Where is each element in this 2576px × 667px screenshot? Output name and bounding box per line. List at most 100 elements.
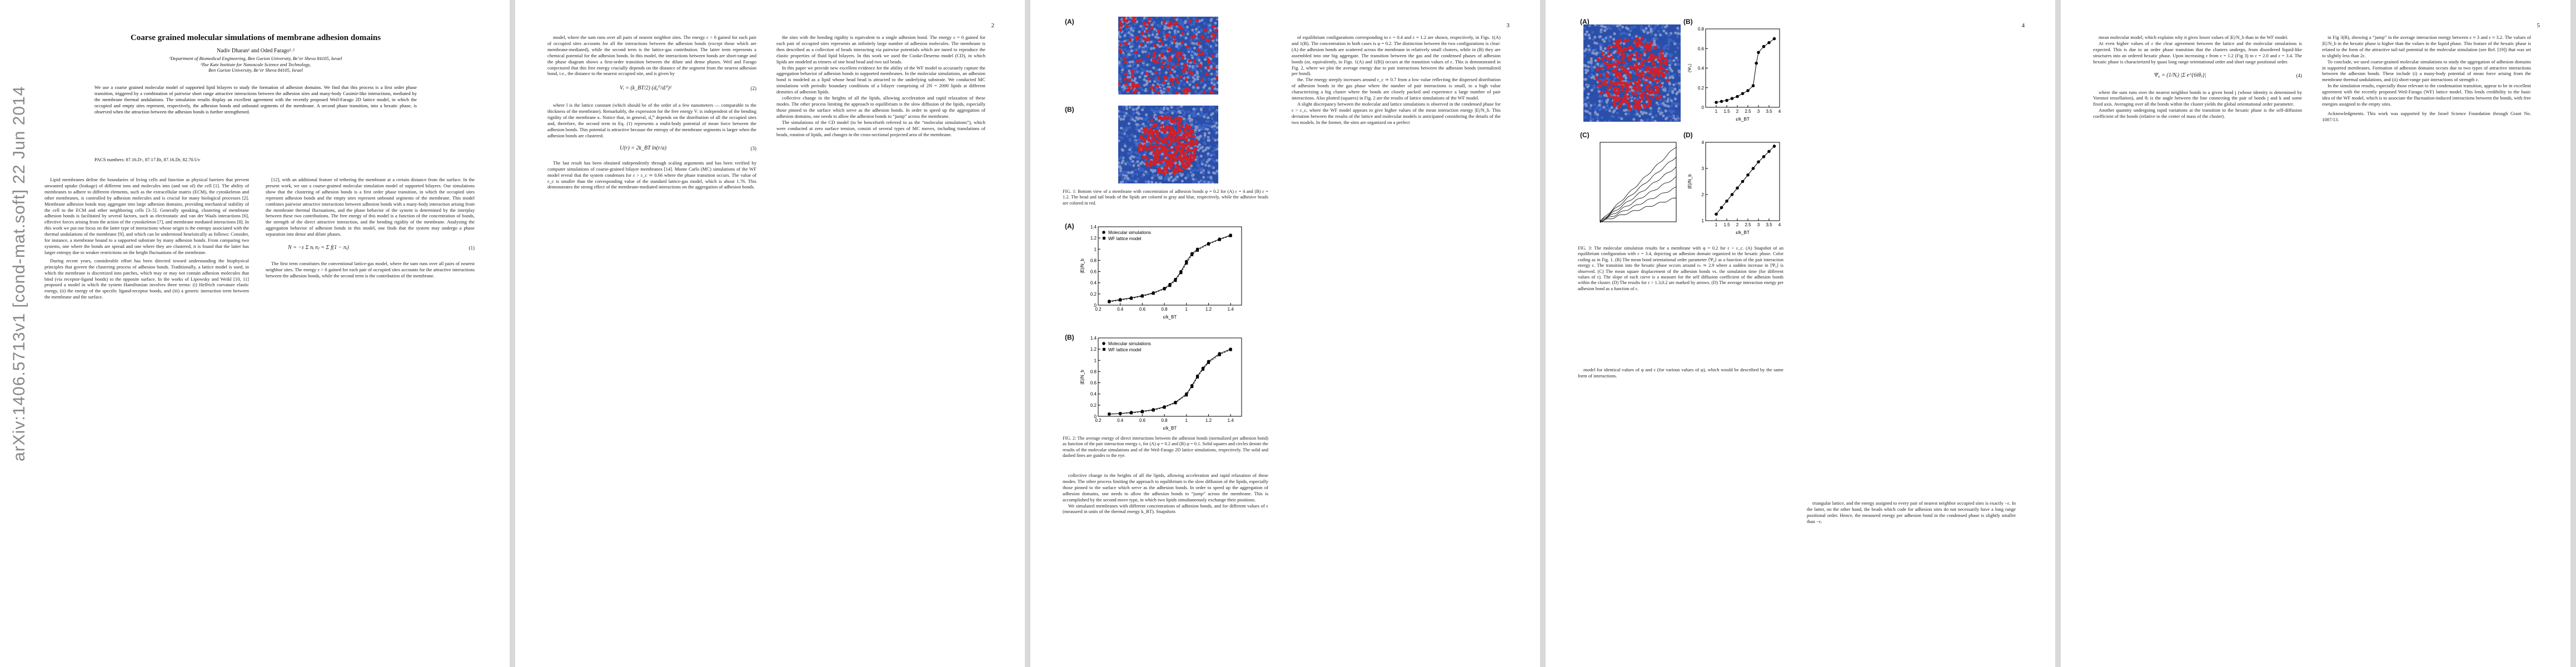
adhesion-bead: [1162, 128, 1165, 132]
lipid-bead: [1152, 141, 1155, 145]
lipid-bead: [1671, 89, 1675, 93]
lipid-bead: [1617, 27, 1621, 31]
lipid-bead: [1128, 69, 1131, 73]
lipid-bead: [1133, 62, 1136, 66]
lipid-bead: [1620, 117, 1623, 121]
lipid-bead: [1662, 114, 1665, 118]
lipid-bead: [1212, 79, 1215, 82]
arxiv-identifier: arXiv:1406.5713v1 [cond-mat.soft] 22 Jun…: [10, 86, 28, 461]
lipid-bead: [1627, 112, 1630, 116]
lipid-bead: [1133, 79, 1136, 82]
adhesion-bead: [1164, 141, 1168, 145]
data-point: [1163, 287, 1166, 291]
lipid-bead: [1210, 81, 1213, 84]
adhesion-bead: [1123, 77, 1127, 81]
adhesion-bead: [1177, 166, 1181, 170]
adhesion-bead: [1158, 144, 1162, 148]
lipid-bead: [1207, 171, 1210, 175]
energy-plot-b: 0.2 0.4 0.6 0.8 1 1.2 1.400.20.40.60.811.21.4ε…: [1080, 336, 1242, 431]
lipid-bead: [1583, 97, 1587, 101]
x-tick-label: 0.2: [1095, 418, 1102, 423]
lipid-bead: [1118, 131, 1121, 134]
lipid-bead: [1137, 64, 1140, 67]
adhesion-bead: [1157, 170, 1160, 174]
adhesion-bead: [1176, 146, 1180, 150]
adhesion-bead: [1132, 90, 1136, 94]
page-5: 5 mean molecular model, which explains w…: [2061, 0, 2570, 667]
adhesion-bead: [1163, 137, 1167, 141]
lipid-bead: [1648, 81, 1652, 84]
lipid-bead: [1213, 87, 1217, 91]
adhesion-bead: [1148, 147, 1152, 151]
lipid-bead: [1128, 148, 1132, 152]
lipid-bead: [1118, 35, 1122, 38]
lipid-bead: [1210, 72, 1213, 76]
x-axis-label: ε/k_BT: [1736, 230, 1750, 235]
lipid-bead: [1203, 134, 1207, 137]
x-tick-label: 1.5: [1723, 109, 1730, 114]
adhesion-bead: [1160, 171, 1164, 175]
adhesion-bead: [1616, 87, 1620, 91]
lipid-bead: [1600, 116, 1604, 119]
adhesion-bead: [1144, 156, 1148, 160]
lipid-bead: [1583, 54, 1587, 57]
lipid-bead: [1635, 109, 1638, 112]
lipid-bead: [1649, 24, 1653, 27]
lipid-bead: [1191, 56, 1194, 59]
x-tick-label: 2: [1736, 109, 1739, 114]
adhesion-bead: [1141, 146, 1145, 150]
adhesion-bead: [1657, 79, 1661, 83]
lipid-bead: [1135, 111, 1139, 115]
lipid-bead: [1640, 118, 1643, 122]
adhesion-bead: [1188, 156, 1192, 160]
adhesion-bead: [1155, 61, 1159, 64]
lipid-bead: [1212, 171, 1215, 175]
lipid-bead: [1587, 61, 1591, 64]
lipid-bead: [1667, 41, 1671, 44]
lipid-bead: [1645, 111, 1648, 115]
lipid-bead: [1602, 79, 1605, 82]
pacs-numbers: PACS numbers: 87.16.D-, 87.17.Rt, 87.16.…: [94, 157, 201, 162]
equation-text: Ψ₆ = (1/Nᵢ) |Σ e^{6iθⱼ}|: [2154, 72, 2206, 78]
data-point: [1741, 92, 1745, 96]
lipid-bead: [1607, 54, 1611, 58]
lipid-bead: [1129, 27, 1133, 31]
membrane-snapshot-b: [1118, 106, 1218, 183]
paragraph: model for identical values of φ and ε (f…: [1578, 367, 1783, 379]
adhesion-bead: [1181, 32, 1185, 36]
y-tick-label: 0.4: [1090, 281, 1097, 286]
x-tick-label: 3: [1757, 109, 1760, 114]
plot-frame: [1600, 142, 1677, 222]
x-tick-label: 0.8: [1162, 418, 1168, 423]
lipid-bead: [1124, 170, 1128, 174]
series-line: [1716, 38, 1775, 103]
adhesion-bead: [1152, 54, 1156, 58]
lipid-bead: [1127, 17, 1130, 19]
lipid-bead: [1217, 27, 1218, 30]
adhesion-bead: [1166, 163, 1170, 167]
lipid-bead: [1667, 90, 1671, 93]
data-point: [1755, 61, 1758, 65]
adhesion-bead: [1142, 22, 1146, 26]
adhesion-bead: [1174, 151, 1178, 155]
adhesion-bead: [1634, 62, 1638, 66]
plot-frame: [1705, 28, 1780, 108]
lipid-bead: [1189, 23, 1193, 27]
lipid-bead: [1586, 96, 1590, 99]
lipid-bead: [1131, 160, 1134, 163]
adhesion-bead: [1637, 81, 1641, 84]
lipid-bead: [1166, 107, 1169, 111]
lipid-bead: [1158, 119, 1161, 122]
adhesion-bead: [1198, 52, 1202, 56]
adhesion-bead: [1155, 135, 1159, 138]
lipid-bead: [1624, 75, 1627, 78]
lipid-bead: [1641, 68, 1644, 71]
lipid-bead: [1173, 70, 1177, 73]
lipid-bead: [1667, 43, 1671, 47]
lipid-bead: [1209, 106, 1212, 108]
lipid-bead: [1144, 151, 1147, 154]
adhesion-bead: [1653, 46, 1657, 49]
page-1: arXiv:1406.5713v1 [cond-mat.soft] 22 Jun…: [0, 0, 510, 667]
lipid-bead: [1669, 54, 1672, 58]
adhesion-bead: [1194, 138, 1198, 142]
